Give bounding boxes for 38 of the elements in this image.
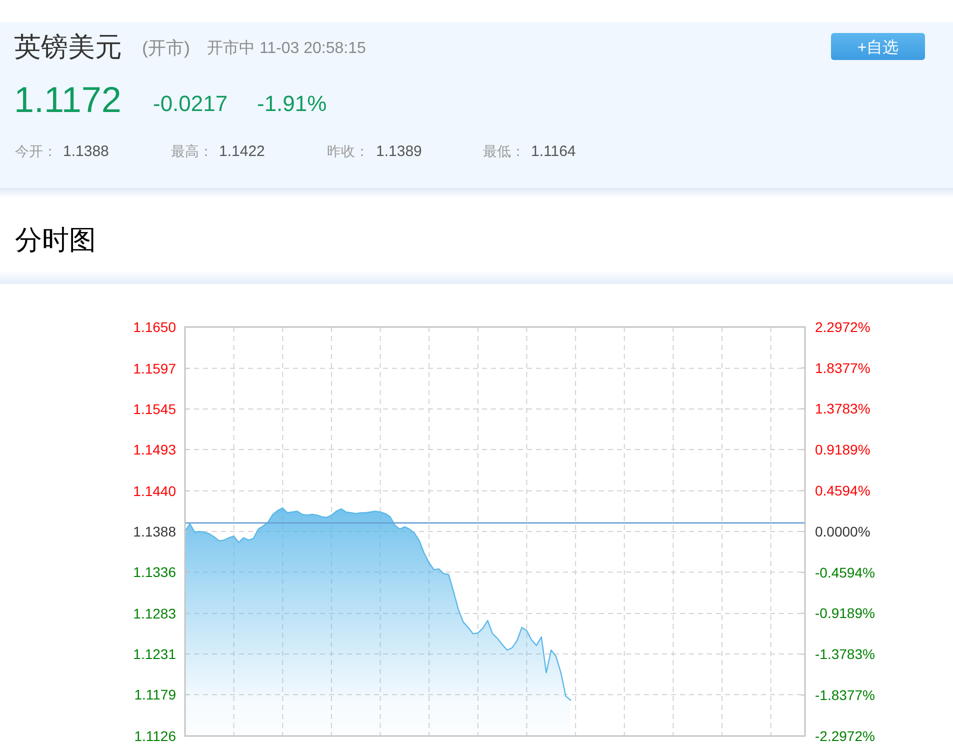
chart-title: 英镑美元 [14, 32, 122, 62]
y-tick-label: 1.1388 [133, 523, 176, 540]
y2-tick-label: 0.4594% [815, 482, 870, 499]
text: 分时图 [15, 225, 96, 255]
text: 最低： [483, 143, 525, 159]
text: 今开： [15, 143, 57, 159]
y2-tick-label: -0.4594% [815, 564, 875, 580]
y-tick-label: 1.1336 [133, 564, 176, 580]
y-tick-label: 1.1179 [134, 686, 176, 703]
y2-tick-label: -2.2972% [815, 728, 875, 744]
text: 1.1164 [531, 143, 576, 160]
y2-tick-label: 1.3783% [815, 400, 870, 417]
text: 1.1422 [219, 143, 265, 160]
add-button: +自选 [831, 33, 925, 60]
y-tick-label: 1.1126 [134, 728, 176, 744]
y2-tick-label: -0.9189% [815, 605, 875, 622]
text: -1.91% [257, 91, 327, 116]
y2-tick-label: 0.9189% [815, 442, 870, 458]
y-tick-label: 1.1231 [133, 646, 176, 662]
text: (开市) [142, 38, 190, 58]
y-tick-label: 1.1597 [133, 360, 176, 376]
y2-tick-label: 1.8377% [815, 360, 870, 376]
y-tick-label: 1.1545 [133, 400, 176, 417]
text: -0.0217 [153, 91, 228, 116]
y2-tick-label: -1.3783% [815, 646, 875, 662]
y-tick-label: 1.1283 [133, 605, 176, 622]
text: 开市中 11-03 20:58:15 [207, 39, 366, 57]
y-tick-label: 1.1650 [133, 318, 176, 335]
y2-tick-label: 0.0000% [815, 523, 870, 540]
text: 1.1172 [14, 79, 122, 120]
text: 1.1388 [63, 143, 109, 160]
text: 昨收： [327, 143, 369, 159]
text: 最高： [171, 143, 213, 159]
text: 1.1389 [376, 143, 422, 160]
y-tick-label: 1.1493 [133, 441, 176, 458]
y-tick-label: 1.1440 [133, 482, 176, 499]
y2-tick-label: -1.8377% [815, 686, 875, 703]
y2-tick-label: 2.2972% [815, 318, 870, 335]
